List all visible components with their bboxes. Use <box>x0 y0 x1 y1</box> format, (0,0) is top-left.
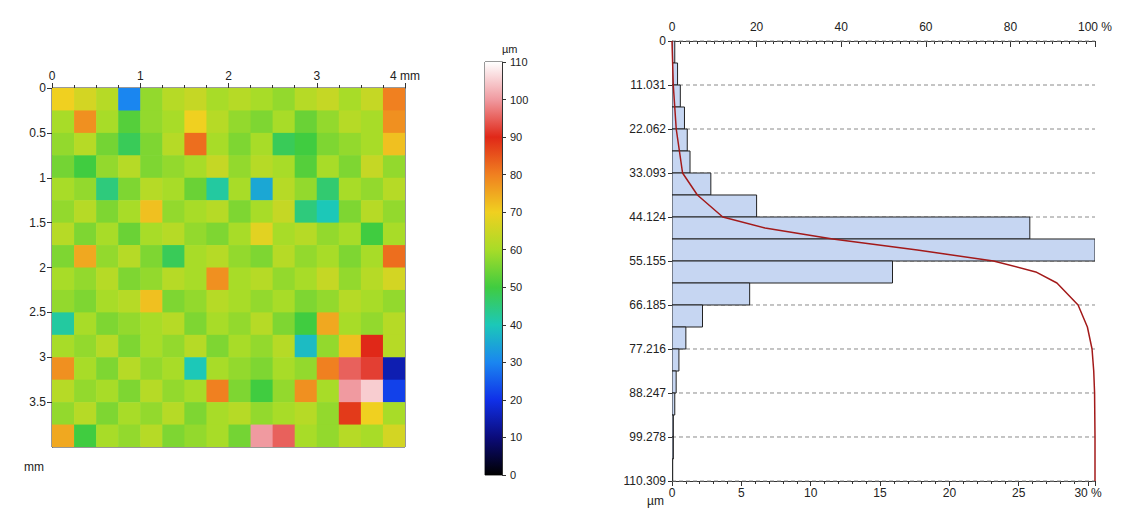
svg-text:40: 40 <box>835 20 849 34</box>
svg-text:22.062: 22.062 <box>629 122 666 136</box>
svg-text:80: 80 <box>510 169 522 181</box>
svg-text:66.185: 66.185 <box>629 298 666 312</box>
svg-text:1: 1 <box>39 171 46 185</box>
svg-text:99.278: 99.278 <box>629 430 666 444</box>
svg-text:0: 0 <box>39 81 46 95</box>
svg-text:0: 0 <box>49 69 56 83</box>
svg-text:40: 40 <box>510 319 522 331</box>
svg-text:100 %: 100 % <box>1078 20 1112 34</box>
svg-text:0: 0 <box>669 20 676 34</box>
svg-text:50: 50 <box>510 281 522 293</box>
svg-text:100: 100 <box>510 94 528 106</box>
svg-text:30: 30 <box>510 356 522 368</box>
svg-text:0: 0 <box>669 486 676 500</box>
svg-text:20: 20 <box>943 486 957 500</box>
svg-text:110.309: 110.309 <box>624 474 667 488</box>
svg-text:0: 0 <box>659 34 666 48</box>
svg-text:80: 80 <box>1004 20 1018 34</box>
svg-text:10: 10 <box>510 431 522 443</box>
svg-text:88.247: 88.247 <box>629 386 666 400</box>
svg-text:µm: µm <box>502 43 518 55</box>
svg-text:60: 60 <box>919 20 933 34</box>
svg-text:10: 10 <box>804 486 818 500</box>
svg-text:44.124: 44.124 <box>629 210 666 224</box>
svg-text:77.216: 77.216 <box>629 342 666 356</box>
svg-text:60: 60 <box>510 244 522 256</box>
svg-text:55.155: 55.155 <box>629 254 666 268</box>
svg-text:1.5: 1.5 <box>29 216 46 230</box>
svg-text:90: 90 <box>510 131 522 143</box>
svg-text:110: 110 <box>510 56 528 68</box>
svg-text:20: 20 <box>750 20 764 34</box>
svg-text:70: 70 <box>510 206 522 218</box>
svg-text:33.093: 33.093 <box>629 166 666 180</box>
svg-text:2.5: 2.5 <box>29 305 46 319</box>
svg-text:3.5: 3.5 <box>29 395 46 409</box>
svg-text:2: 2 <box>225 69 232 83</box>
svg-text:1: 1 <box>137 69 144 83</box>
svg-text:mm: mm <box>24 460 44 474</box>
svg-text:µm: µm <box>647 494 664 508</box>
svg-text:15: 15 <box>873 486 887 500</box>
svg-text:2: 2 <box>39 261 46 275</box>
svg-text:0: 0 <box>510 469 516 481</box>
svg-text:3: 3 <box>313 69 320 83</box>
svg-text:0.5: 0.5 <box>29 126 46 140</box>
svg-text:4 mm: 4 mm <box>390 69 420 83</box>
svg-text:30 %: 30 % <box>1074 486 1102 500</box>
svg-text:5: 5 <box>738 486 745 500</box>
svg-text:20: 20 <box>510 394 522 406</box>
svg-text:25: 25 <box>1012 486 1026 500</box>
svg-text:11.031: 11.031 <box>630 78 666 92</box>
svg-text:3: 3 <box>39 350 46 364</box>
